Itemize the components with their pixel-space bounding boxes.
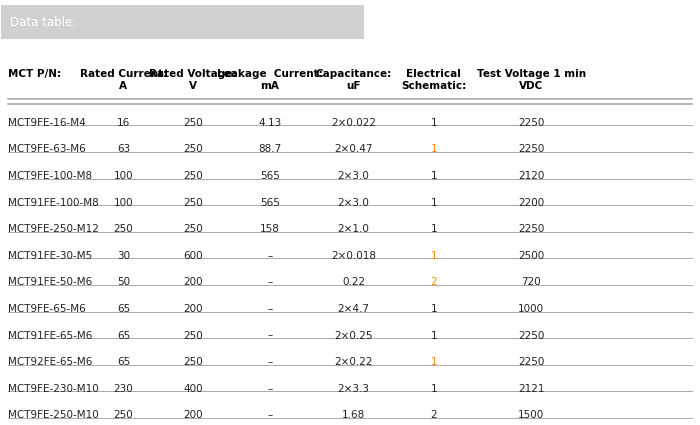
- Text: 1: 1: [430, 304, 437, 314]
- Text: –: –: [267, 304, 272, 314]
- Text: MCT91FE-100-M8: MCT91FE-100-M8: [8, 198, 99, 207]
- Text: 65: 65: [117, 331, 130, 340]
- Text: –: –: [267, 251, 272, 261]
- Text: MCT9FE-100-M8: MCT9FE-100-M8: [8, 171, 92, 181]
- Text: –: –: [267, 331, 272, 340]
- Text: 250: 250: [183, 118, 203, 128]
- Text: Rated Voltage:
V: Rated Voltage: V: [149, 69, 237, 91]
- Text: 100: 100: [113, 171, 133, 181]
- Text: MCT91FE-50-M6: MCT91FE-50-M6: [8, 278, 92, 287]
- Text: 4.13: 4.13: [258, 118, 281, 128]
- Text: 1: 1: [430, 171, 437, 181]
- Text: 16: 16: [117, 118, 130, 128]
- Text: 2×4.7: 2×4.7: [337, 304, 370, 314]
- Text: –: –: [267, 411, 272, 420]
- Text: –: –: [267, 357, 272, 367]
- Text: 565: 565: [260, 171, 280, 181]
- Text: 30: 30: [117, 251, 130, 261]
- Text: 250: 250: [183, 198, 203, 207]
- Text: Electrical
Schematic:: Electrical Schematic:: [401, 69, 466, 91]
- Text: MCT91FE-30-M5: MCT91FE-30-M5: [8, 251, 92, 261]
- Text: 1500: 1500: [518, 411, 545, 420]
- Text: 88.7: 88.7: [258, 144, 281, 154]
- Text: Capacitance:
uF: Capacitance: uF: [316, 69, 391, 91]
- Text: MCT9FE-16-M4: MCT9FE-16-M4: [8, 118, 86, 128]
- Text: 2: 2: [430, 411, 437, 420]
- Text: 250: 250: [183, 144, 203, 154]
- Text: 1.68: 1.68: [342, 411, 365, 420]
- Text: 2×0.022: 2×0.022: [331, 118, 376, 128]
- Text: 2250: 2250: [518, 144, 545, 154]
- Text: 2×0.25: 2×0.25: [334, 331, 372, 340]
- Text: MCT9FE-230-M10: MCT9FE-230-M10: [8, 384, 99, 394]
- Text: Leakage  Current:
mA: Leakage Current: mA: [217, 69, 323, 91]
- Text: 1: 1: [430, 331, 437, 340]
- Text: 2×3.0: 2×3.0: [337, 171, 370, 181]
- Text: 400: 400: [183, 384, 203, 394]
- Text: MCT P/N:: MCT P/N:: [8, 69, 62, 79]
- Text: MCT9FE-65-M6: MCT9FE-65-M6: [8, 304, 86, 314]
- Text: 1: 1: [430, 384, 437, 394]
- Text: 720: 720: [522, 278, 541, 287]
- Text: 2121: 2121: [518, 384, 545, 394]
- Text: Test Voltage 1 min
VDC: Test Voltage 1 min VDC: [477, 69, 586, 91]
- Text: 2200: 2200: [518, 198, 545, 207]
- Text: 158: 158: [260, 224, 280, 234]
- Text: MCT9FE-250-M10: MCT9FE-250-M10: [8, 411, 99, 420]
- Text: 565: 565: [260, 198, 280, 207]
- Text: 2×3.0: 2×3.0: [337, 198, 370, 207]
- Text: 2250: 2250: [518, 357, 545, 367]
- Text: 2500: 2500: [518, 251, 545, 261]
- Text: 600: 600: [183, 251, 203, 261]
- Text: 65: 65: [117, 304, 130, 314]
- Text: 1: 1: [430, 357, 437, 367]
- FancyBboxPatch shape: [1, 5, 364, 40]
- Text: Rated Current:
A: Rated Current: A: [80, 69, 167, 91]
- Text: 2×0.22: 2×0.22: [334, 357, 372, 367]
- Text: 1: 1: [430, 224, 437, 234]
- Text: MCT92FE-65-M6: MCT92FE-65-M6: [8, 357, 92, 367]
- Text: 200: 200: [183, 304, 203, 314]
- Text: 2×0.018: 2×0.018: [331, 251, 376, 261]
- Text: 250: 250: [183, 171, 203, 181]
- Text: 250: 250: [113, 224, 133, 234]
- Text: 65: 65: [117, 357, 130, 367]
- Text: 2250: 2250: [518, 331, 545, 340]
- Text: 230: 230: [113, 384, 133, 394]
- Text: –: –: [267, 384, 272, 394]
- Text: 250: 250: [183, 224, 203, 234]
- Text: 2250: 2250: [518, 118, 545, 128]
- Text: –: –: [267, 278, 272, 287]
- Text: 1: 1: [430, 198, 437, 207]
- Text: 2120: 2120: [518, 171, 545, 181]
- Text: MCT9FE-63-M6: MCT9FE-63-M6: [8, 144, 86, 154]
- Text: 250: 250: [183, 357, 203, 367]
- Text: 200: 200: [183, 278, 203, 287]
- Text: 50: 50: [117, 278, 130, 287]
- Text: 2250: 2250: [518, 224, 545, 234]
- Text: 2: 2: [430, 278, 437, 287]
- Text: 1: 1: [430, 251, 437, 261]
- Text: 100: 100: [113, 198, 133, 207]
- Text: 2×3.3: 2×3.3: [337, 384, 370, 394]
- Text: 2×1.0: 2×1.0: [337, 224, 370, 234]
- Text: 200: 200: [183, 411, 203, 420]
- Text: MCT9FE-250-M12: MCT9FE-250-M12: [8, 224, 99, 234]
- Text: 1: 1: [430, 144, 437, 154]
- Text: Data table:: Data table:: [10, 16, 76, 28]
- Text: 250: 250: [183, 331, 203, 340]
- Text: 250: 250: [113, 411, 133, 420]
- Text: MCT91FE-65-M6: MCT91FE-65-M6: [8, 331, 92, 340]
- Text: 0.22: 0.22: [342, 278, 365, 287]
- Text: 1: 1: [430, 118, 437, 128]
- Text: 2×0.47: 2×0.47: [334, 144, 372, 154]
- Text: 63: 63: [117, 144, 130, 154]
- Text: 1000: 1000: [518, 304, 545, 314]
